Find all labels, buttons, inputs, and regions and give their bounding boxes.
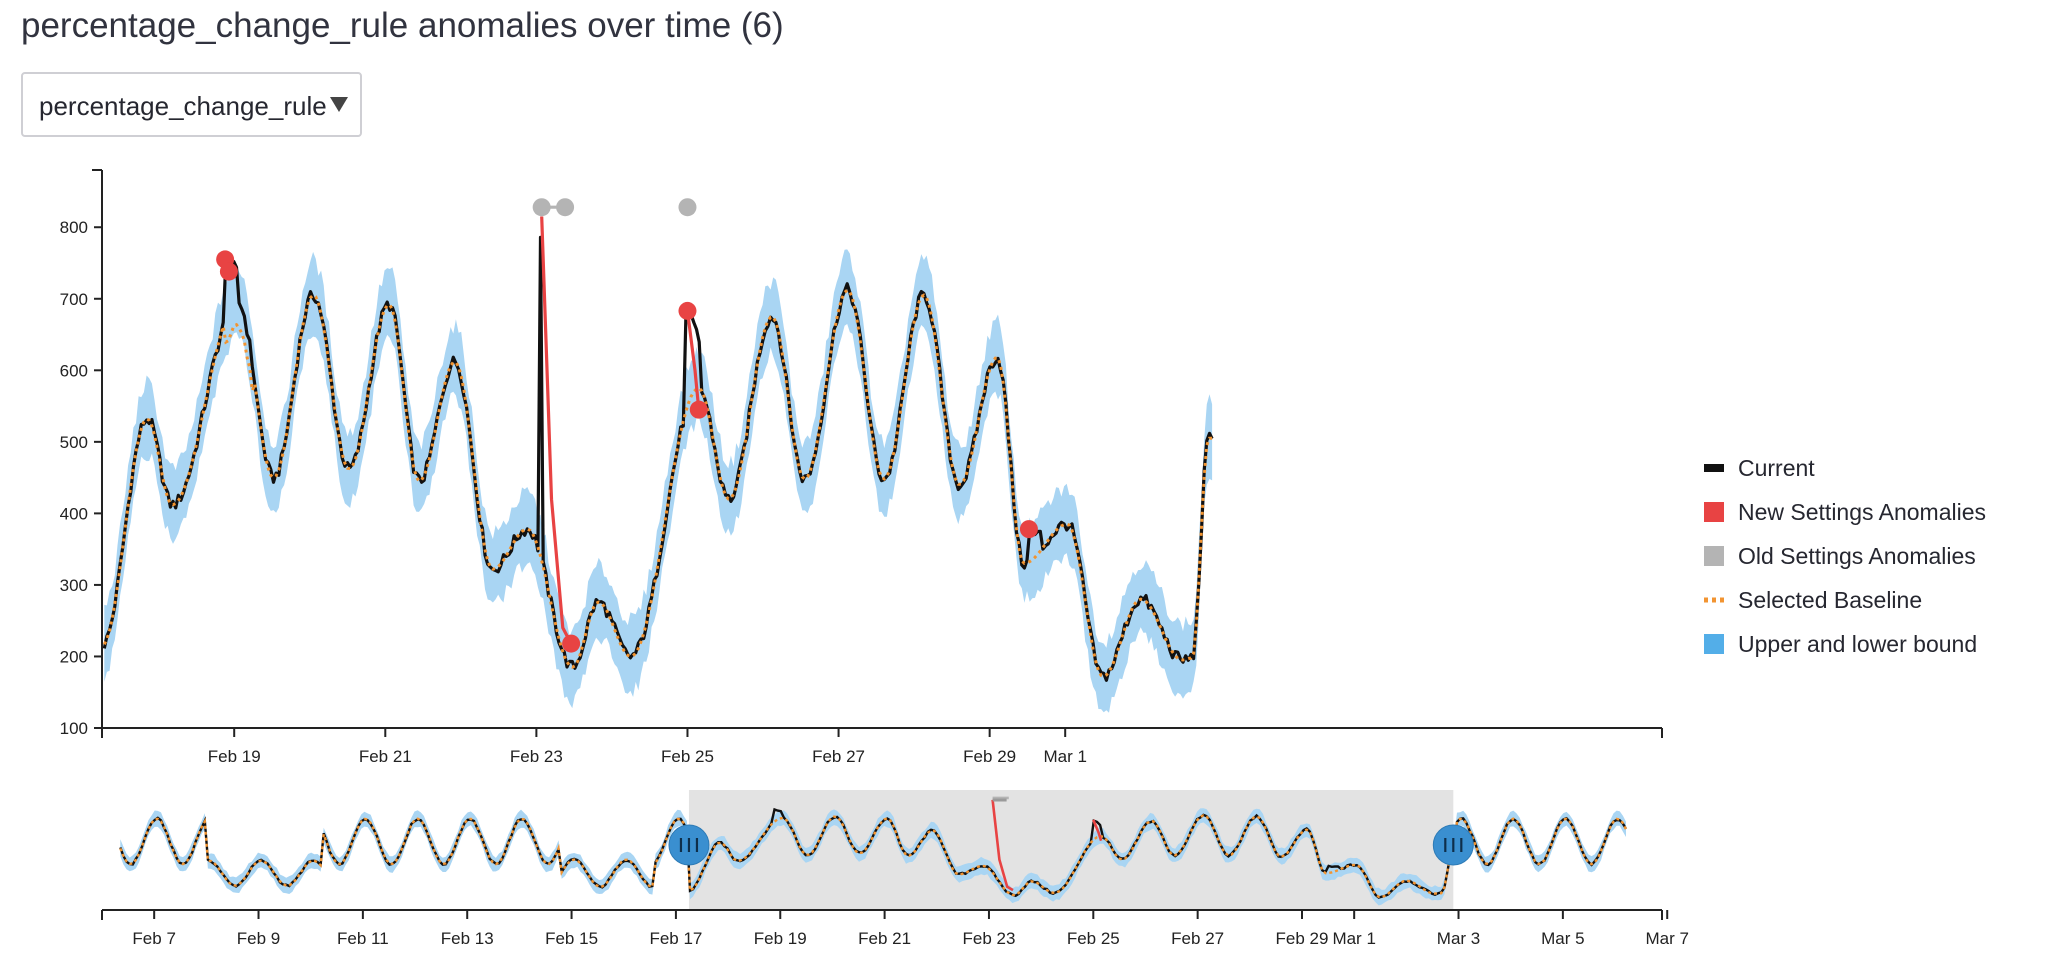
rule-select-value: percentage_change_rule: [39, 91, 327, 121]
new-anomaly-point[interactable]: [562, 634, 581, 653]
y-tick-label: 100: [60, 719, 88, 738]
new-anomaly-point[interactable]: [219, 262, 238, 281]
nav-anomaly-trace-0: [991, 799, 1014, 892]
legend-label: Upper and lower bound: [1738, 631, 1977, 657]
legend-label: New Settings Anomalies: [1738, 499, 1986, 525]
nav-anomaly-trace-1: [1092, 819, 1103, 842]
new-anomaly-point[interactable]: [689, 400, 708, 419]
nav-x-tick-label: Feb 25: [1067, 929, 1120, 948]
y-tick-label: 800: [60, 218, 88, 237]
nav-x-tick-label: Feb 11: [337, 929, 389, 948]
legend-label: Old Settings Anomalies: [1738, 543, 1976, 569]
rule-select[interactable]: percentage_change_rule: [21, 72, 362, 137]
bound-band: [104, 249, 1213, 713]
range-handle-left[interactable]: [668, 824, 710, 866]
y-tick-label: 700: [60, 290, 88, 309]
nav-x-tick-label: Feb 17: [649, 929, 702, 948]
nav-x-tick-label: Mar 1: [1332, 929, 1375, 948]
legend-swatch: [1704, 546, 1724, 566]
legend-item: New Settings Anomalies: [1704, 499, 1986, 525]
y-tick-label: 600: [60, 361, 88, 380]
nav-x-tick-label: Feb 23: [962, 929, 1015, 948]
nav-x-tick-label: Feb 27: [1171, 929, 1224, 948]
x-tick-label: Feb 19: [208, 747, 261, 766]
legend-swatch: [1704, 634, 1724, 654]
x-tick-label: Mar 1: [1043, 747, 1086, 766]
old-anomaly-point[interactable]: [532, 198, 551, 217]
y-tick-label: 400: [60, 504, 88, 523]
legend-swatch: [1704, 502, 1724, 522]
x-tick-label: Feb 27: [812, 747, 865, 766]
legend-label: Current: [1738, 455, 1815, 481]
triangle-down-icon[interactable]: [330, 97, 348, 112]
x-tick-label: Feb 29: [963, 747, 1016, 766]
legend-label: Selected Baseline: [1738, 587, 1922, 613]
main-chart: 100 200 300 400 500 600 700 800 Feb 19 Feb 21 Feb …: [60, 169, 1663, 766]
old-anomaly-point[interactable]: [678, 198, 697, 217]
nav-x-tick-label: Feb 19: [754, 929, 807, 948]
nav-x-tick-label: Feb 21: [858, 929, 911, 948]
range-handle-right[interactable]: [1432, 824, 1474, 866]
nav-x-tick-label: Mar 7: [1645, 929, 1688, 948]
x-tick-label: Feb 23: [510, 747, 563, 766]
nav-x-tick-label: Mar 3: [1437, 929, 1480, 948]
anomaly-trace-1: [685, 310, 701, 410]
nav-x-tick-label: Feb 7: [132, 929, 175, 948]
y-tick-label: 500: [60, 433, 88, 452]
old-anomaly-point[interactable]: [556, 198, 575, 217]
y-tick-label: 300: [60, 576, 88, 595]
legend-item: Upper and lower bound: [1704, 631, 1977, 657]
nav-x-tick-label: Feb 15: [545, 929, 598, 948]
x-tick-label: Feb 25: [661, 747, 714, 766]
nav-x-tick-label: Feb 9: [237, 929, 280, 948]
y-tick-label: 200: [60, 647, 88, 666]
legend-item: Current: [1704, 455, 1815, 481]
nav-x-tick-label: Feb 29: [1276, 929, 1329, 948]
new-anomaly-point[interactable]: [1019, 520, 1038, 539]
legend: Current New Settings Anomalies Old Setting…: [1704, 455, 1986, 657]
legend-item: Old Settings Anomalies: [1704, 543, 1976, 569]
legend-item: Selected Baseline: [1704, 587, 1922, 613]
range-navigator[interactable]: Feb 7 Feb 9 Feb 11 Feb 13 Feb 15 Feb 17 Feb 19…: [101, 790, 1689, 948]
nav-x-tick-label: Mar 5: [1541, 929, 1584, 948]
new-anomaly-point[interactable]: [678, 301, 697, 320]
page-title: percentage_change_rule anomalies over ti…: [21, 6, 784, 45]
nav-x-tick-label: Feb 13: [441, 929, 494, 948]
legend-swatch: [1704, 464, 1724, 472]
x-tick-label: Feb 21: [359, 747, 412, 766]
nav-current-line: [119, 807, 1628, 899]
